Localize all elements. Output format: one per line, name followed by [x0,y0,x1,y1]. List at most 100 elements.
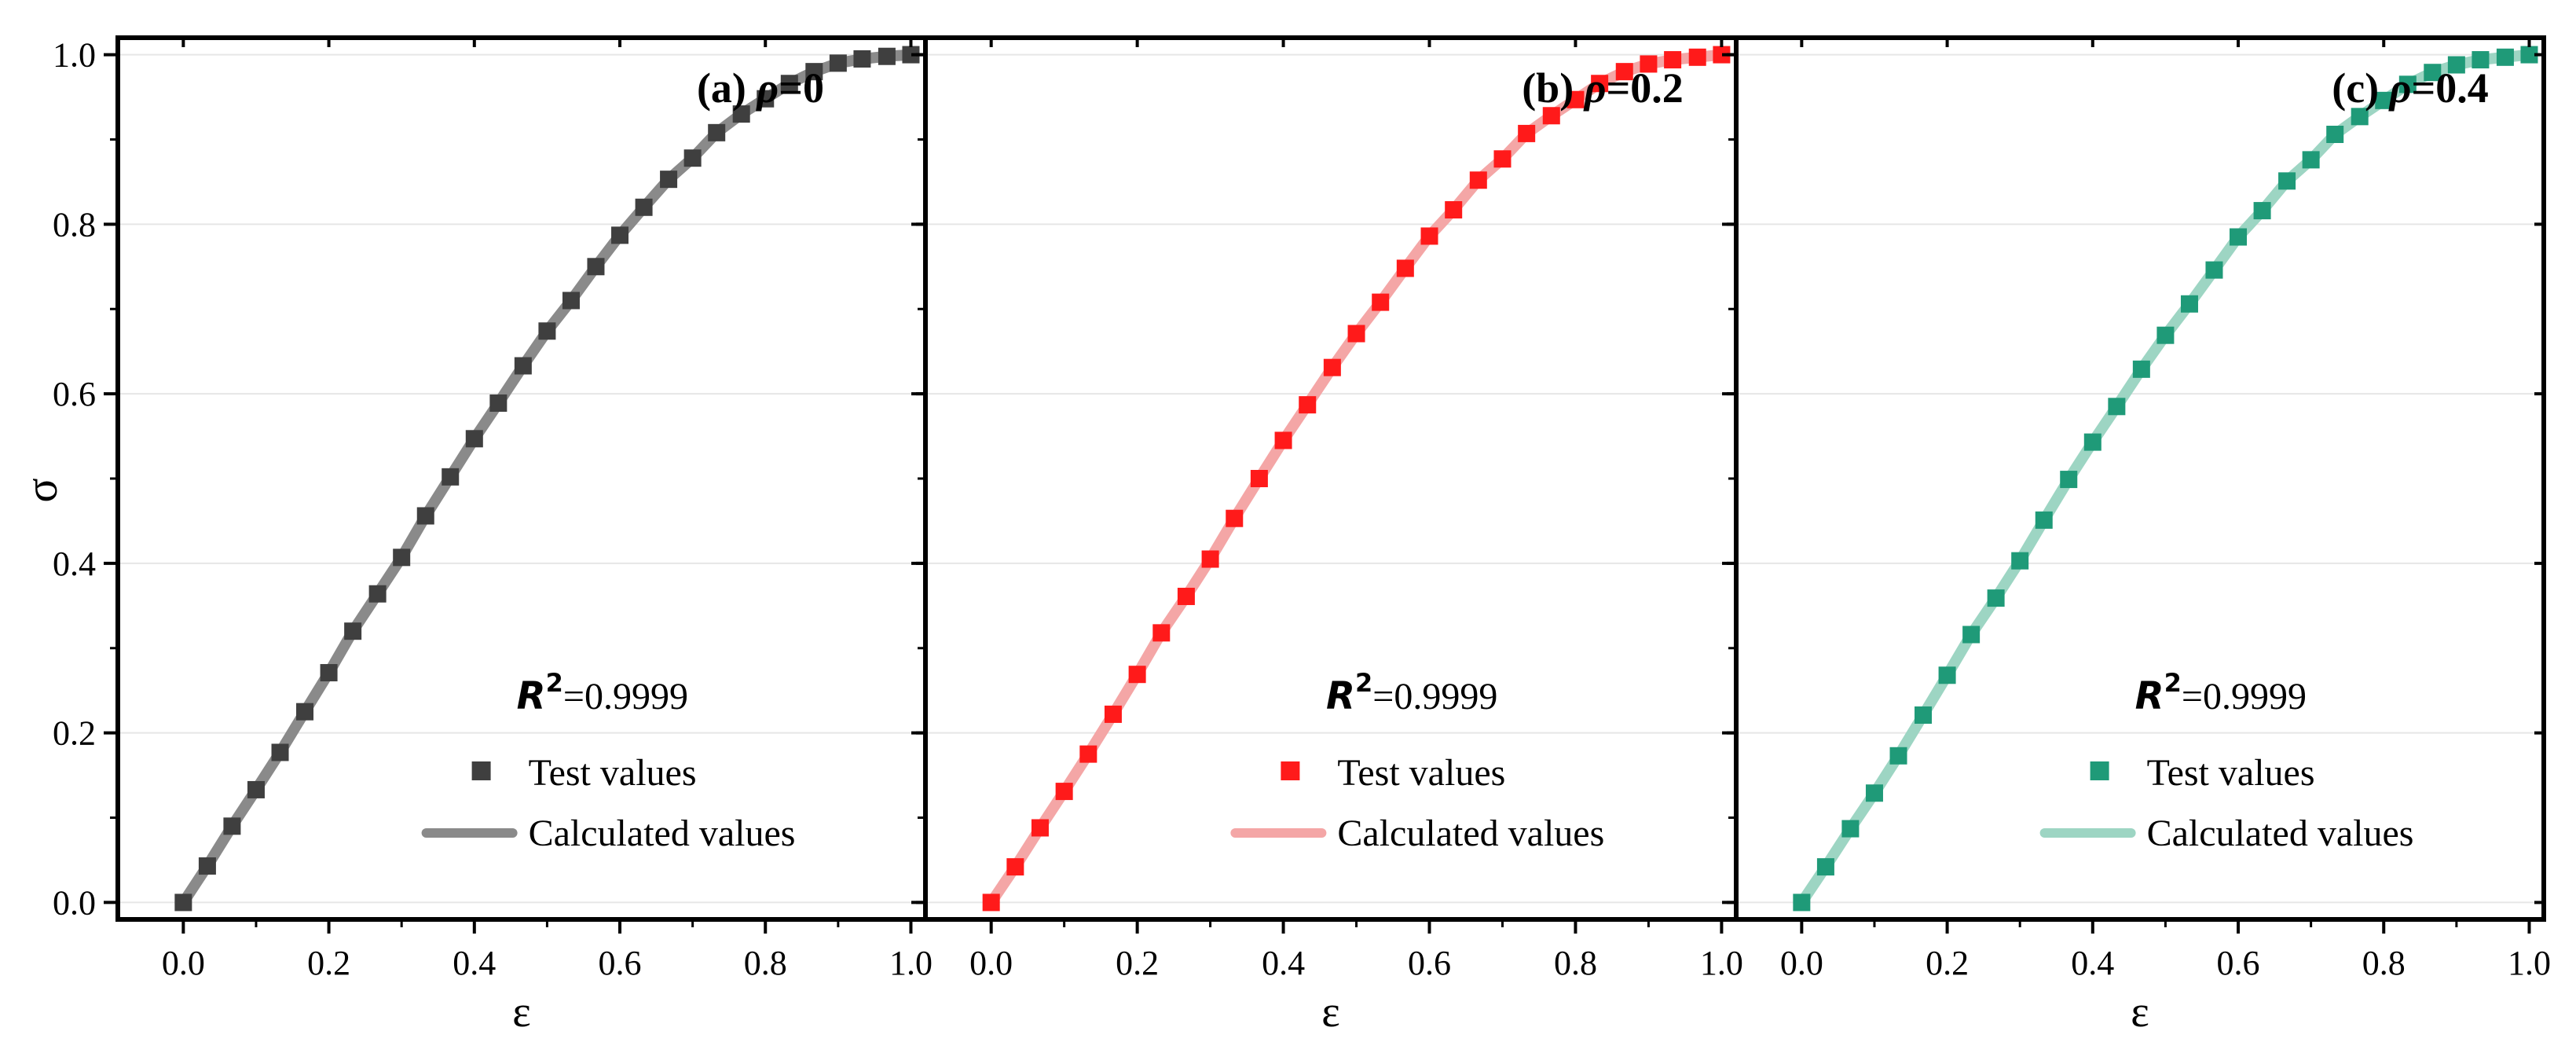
x-tick-label: 0.0 [162,944,205,982]
x-tick-label: 0.4 [2071,944,2114,982]
test-value-marker [2132,360,2150,378]
x-tick-label: 0.2 [307,944,350,982]
test-value-marker [1347,325,1365,343]
test-value-marker [1542,107,1560,125]
y-axis-label: σ [16,478,67,502]
test-value-marker [2230,228,2248,246]
y-tick-label: 1.0 [53,36,96,75]
test-value-marker [247,780,265,798]
x-axis-label: ε [2131,988,2149,1036]
test-value-marker [1915,706,1933,724]
x-tick-label: 0.0 [1780,944,1823,982]
panels: 0.0 0.2 0.4 0.6 0.8 1.0 0.0 0.2 0.4 0.6 0.8 1.0 ε (a)… [53,35,2551,1036]
test-value-marker [1177,587,1195,605]
r-squared-annotation: R2=0.9999 [2135,668,2307,718]
test-value-marker [2083,433,2101,451]
test-value-marker [635,198,653,216]
y-tick-label: 0.8 [53,205,96,244]
test-value-marker [2326,125,2344,143]
test-value-marker [2180,295,2198,313]
test-value-marker [1299,396,1317,414]
x-tick-label: 0.8 [1554,944,1597,982]
r-squared-value: =0.9999 [2182,676,2307,717]
panel-label: (b) [1522,64,1585,112]
test-value-marker [320,664,338,682]
x-tick-label: 0.6 [1408,944,1451,982]
test-value-marker [514,357,532,375]
panel-label: (c) [2332,64,2389,112]
panel-title: (b) ρ=0.2 [1522,64,1684,112]
legend-calculated-values: Calculated values [2147,813,2414,854]
x-tick-label: 0.8 [2362,944,2406,982]
panel-c: 0.0 0.2 0.4 0.6 0.8 1.0 ε (c) ρ=0.4 R2=0.9999 Tes… [1722,35,2551,1036]
test-value-marker [660,171,678,189]
r-squared-exponent: 2 [546,668,563,698]
panel-label: (a) [697,64,757,112]
x-axis-label: ε [1321,988,1340,1036]
test-value-marker [1987,589,2005,607]
test-value-marker [611,226,629,244]
test-value-marker [1469,171,1487,189]
test-value-marker [368,585,387,603]
legend-test-values: Test values [529,752,697,794]
test-value-marker [1664,51,1682,69]
r-squared-value: =0.9999 [563,676,688,717]
legend: Test values Calculated values [1230,752,1604,854]
test-value-marker [1493,150,1512,168]
test-value-marker [2520,46,2538,64]
x-tick-label: 0.2 [1926,944,1969,982]
legend: Test values Calculated values [2039,752,2414,854]
test-value-marker [344,622,362,640]
test-value-marker [1420,227,1438,245]
test-value-marker [198,857,216,875]
test-value-marker [562,292,580,310]
legend-test-values: Test values [2147,752,2315,794]
test-value-marker [2011,552,2029,570]
rho-value: =0.4 [2411,64,2488,112]
y-tick-label: 0.0 [53,883,96,922]
test-value-marker [1104,705,1122,723]
test-value-marker [829,54,847,72]
x-tick-label: 0.0 [969,944,1013,982]
test-value-marker [1128,666,1146,684]
test-value-marker [489,394,508,412]
test-value-marker [174,893,192,912]
test-value-marker [465,430,483,448]
test-value-marker [1250,470,1268,487]
r-squared-exponent: 2 [2164,668,2182,698]
test-value-marker [757,90,775,108]
test-value-marker [805,63,823,81]
legend-marker-swatch [1281,761,1300,780]
r-squared-symbol: R [2135,674,2164,718]
r-squared-symbol: R [1326,674,1355,718]
test-value-marker [1055,783,1073,801]
test-value-marker [2156,326,2175,344]
y-tick-label: 0.6 [53,375,96,413]
panel-title: (c) ρ=0.4 [2332,64,2489,112]
test-value-marker [1518,124,1536,142]
test-value-marker [2205,261,2223,279]
test-value-marker [271,743,289,761]
test-value-marker [1591,75,1609,93]
test-value-marker [683,149,702,167]
test-value-marker [2496,48,2514,66]
x-axis-label: ε [512,988,531,1036]
test-value-marker [708,123,726,141]
rho-symbol: ρ [1583,64,1607,112]
test-value-marker [223,817,241,835]
legend: Test values Calculated values [421,752,796,854]
legend-test-values: Test values [1337,752,1505,794]
test-value-marker [538,322,556,340]
y-tick-label: 0.2 [53,714,96,753]
r-squared-exponent: 2 [1355,668,1372,698]
legend-calculated-values: Calculated values [529,813,796,854]
test-value-marker [902,46,920,64]
x-tick-label: 0.4 [1262,944,1305,982]
test-value-marker [1274,431,1292,449]
test-value-marker [1688,48,1706,66]
test-value-marker [1201,550,1219,568]
x-tick-label: 0.8 [744,944,787,982]
legend-marker-swatch [2090,761,2109,780]
rho-value: =0.2 [1607,64,1684,112]
